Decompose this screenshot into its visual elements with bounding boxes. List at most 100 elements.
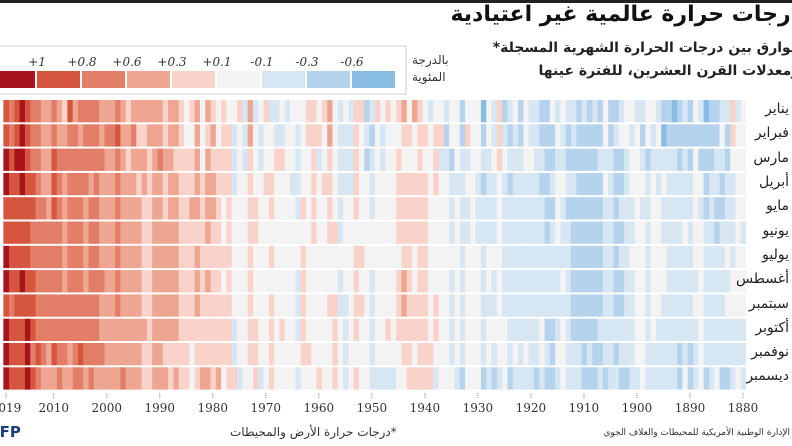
heat-cell	[528, 294, 534, 317]
heat-cell	[273, 148, 280, 171]
heat-cell	[533, 124, 540, 147]
legend-swatch	[0, 71, 35, 88]
heat-cell	[522, 270, 529, 293]
heat-cell	[167, 367, 174, 390]
heat-cell	[353, 100, 359, 123]
heat-cell	[231, 245, 238, 269]
heat-cell	[416, 100, 423, 123]
heat-cell	[480, 367, 487, 390]
heat-cell	[157, 197, 163, 220]
heat-cell	[125, 294, 132, 317]
heat-cell	[173, 221, 179, 244]
heat-cell	[613, 172, 619, 196]
heat-cell	[51, 148, 57, 171]
heat-cell	[517, 367, 524, 390]
legend-swatch	[217, 71, 260, 88]
heat-cell	[146, 221, 153, 244]
heat-cell	[3, 197, 10, 220]
heat-cell	[125, 100, 132, 123]
heat-cell	[151, 124, 158, 147]
heat-cell	[581, 197, 587, 220]
heat-cell	[45, 197, 52, 220]
heat-cell	[724, 343, 731, 366]
heat-cell	[13, 245, 20, 269]
heat-cell	[247, 245, 253, 269]
heat-cell	[241, 221, 248, 244]
heat-cell	[512, 221, 519, 244]
heat-cell	[51, 343, 57, 366]
heat-cell	[167, 197, 174, 220]
x-tick-label: 1880	[728, 401, 759, 415]
row-label: يناير	[764, 101, 789, 118]
heat-cell	[305, 221, 312, 244]
heat-cell	[353, 221, 359, 244]
heat-cell	[332, 221, 338, 244]
heat-cell	[729, 124, 736, 147]
heat-cell	[740, 124, 747, 147]
heat-cell	[682, 294, 688, 317]
heat-cell	[565, 294, 572, 317]
heat-cell	[427, 148, 434, 171]
heat-cell	[480, 343, 487, 366]
heat-cell	[194, 318, 200, 341]
heat-cell	[24, 367, 31, 390]
heat-cell	[443, 221, 450, 244]
heat-cell	[157, 245, 163, 269]
heat-cell	[358, 172, 365, 196]
heat-cell	[114, 270, 121, 293]
heat-cell	[379, 197, 386, 220]
heat-cell	[310, 343, 317, 366]
heat-cell	[135, 148, 142, 171]
heat-cell	[342, 197, 349, 220]
heat-cell	[98, 148, 105, 171]
heat-cell	[713, 197, 720, 220]
heat-cell	[51, 124, 57, 147]
heat-cell	[512, 197, 519, 220]
heat-cell	[639, 343, 646, 366]
heat-cell	[56, 270, 63, 293]
heat-cell	[231, 148, 238, 171]
heat-cell	[729, 245, 736, 269]
heat-cell	[194, 148, 200, 171]
heat-cell	[183, 367, 190, 390]
heat-cell	[517, 343, 524, 366]
heat-cell	[316, 221, 322, 244]
heat-cell	[178, 124, 185, 147]
heat-cell	[194, 172, 200, 196]
heat-cell	[459, 270, 466, 293]
heat-cell	[210, 367, 216, 390]
heat-cell	[347, 172, 354, 196]
unit-label: بالدرجة	[412, 53, 449, 67]
heat-cell	[268, 100, 275, 123]
heat-cell	[263, 245, 269, 269]
heat-cell	[459, 100, 466, 123]
heat-cell	[464, 343, 471, 366]
heat-cell	[273, 197, 280, 220]
heat-cell	[66, 148, 73, 171]
heat-cell	[305, 343, 312, 366]
heat-cell	[682, 318, 688, 341]
heat-cell	[194, 100, 200, 123]
heat-cell	[692, 294, 699, 317]
heat-cell	[294, 318, 301, 341]
heat-cell	[104, 318, 110, 341]
heat-cell	[363, 294, 370, 317]
legend-label: +0.8	[67, 55, 97, 69]
heat-cell	[119, 172, 126, 196]
heat-cell	[157, 124, 163, 147]
heat-cell	[644, 343, 651, 366]
heat-cell	[448, 367, 455, 390]
x-tick-label: 2000	[91, 401, 122, 415]
heat-cell	[687, 100, 694, 123]
heat-cell	[575, 100, 582, 123]
heat-cell	[464, 270, 471, 293]
heat-cell	[660, 197, 667, 220]
heat-cell	[3, 124, 10, 147]
heat-cell	[284, 221, 291, 244]
heat-cell	[19, 245, 25, 269]
heat-cell	[93, 294, 100, 317]
heat-cell	[565, 100, 572, 123]
heat-cell	[29, 367, 36, 390]
heat-cell	[35, 172, 41, 196]
